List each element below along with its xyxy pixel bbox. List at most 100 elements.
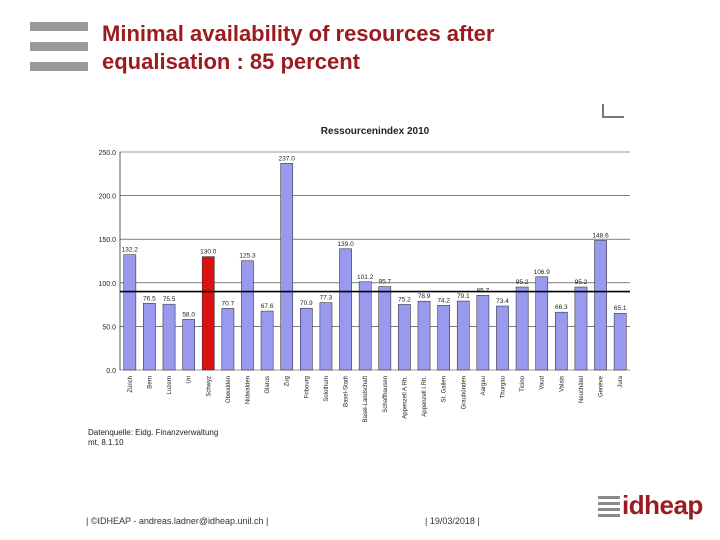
data-label: 77.3	[320, 295, 333, 302]
x-tick-label: Luzern	[167, 376, 173, 394]
x-tick-label: Basel-Landschaft	[363, 376, 369, 423]
bar	[260, 310, 274, 371]
bar	[535, 276, 549, 371]
data-source: Datenquelle: Eidg. Finanzverwaltung mt, …	[88, 428, 218, 448]
x-tick-label: Uri	[187, 376, 193, 384]
x-tick-label: Valais	[559, 376, 565, 392]
x-tick-label: Appenzell I.Rh.	[422, 376, 428, 417]
x-tick-label: Bern	[147, 376, 153, 389]
bar	[319, 302, 333, 371]
y-tick-label: 0.0	[106, 368, 116, 375]
logo-lines-icon	[598, 496, 620, 520]
x-tick-label: Schwyz	[206, 376, 212, 397]
bar	[515, 286, 529, 371]
y-tick-label: 50.0	[102, 324, 116, 331]
data-label: 79.1	[457, 293, 470, 300]
decorative-stripes	[30, 22, 88, 82]
x-tick-label: Solothurn	[324, 376, 330, 402]
y-tick-label: 100.0	[98, 281, 116, 288]
y-tick-label: 150.0	[98, 237, 116, 244]
stripe	[30, 42, 88, 51]
x-tick-label: Zug	[285, 376, 291, 386]
data-label: 75.2	[398, 296, 411, 303]
data-label: 125.3	[239, 253, 256, 260]
x-tick-label: Fribourg	[304, 376, 310, 398]
bar	[241, 260, 254, 371]
bar	[594, 240, 607, 371]
bar	[300, 307, 313, 371]
bar	[339, 248, 352, 371]
x-tick-label: Vaud	[540, 376, 546, 390]
source-line1: Datenquelle: Eidg. Finanzverwaltung	[88, 428, 219, 437]
x-tick-label: Graubünden	[461, 376, 467, 409]
logo-text: idheap	[622, 490, 703, 520]
x-tick-label: Zürich	[128, 376, 134, 393]
data-label: 95.2	[516, 279, 529, 286]
bar	[143, 303, 156, 371]
data-label: 101.2	[357, 274, 374, 281]
data-label: 106.9	[534, 269, 551, 276]
footer-credit: | ©IDHEAP - andreas.ladner@idheap.unil.c…	[86, 516, 269, 526]
data-label: 74.2	[437, 297, 450, 304]
bar	[378, 286, 392, 371]
data-label: 65.1	[614, 305, 627, 312]
data-label: 148.6	[592, 232, 609, 239]
slide-title-line2: equalisation : 85 percent	[102, 49, 360, 74]
bar	[123, 254, 137, 371]
bar	[496, 305, 509, 371]
bar	[574, 286, 588, 371]
bar-chart: Ressourcenindex 2010 250.0 200.0 150.0 100.0…	[98, 126, 630, 423]
corner-bracket-icon	[602, 104, 624, 118]
x-tick-label: Neuchâtel	[579, 376, 585, 403]
bar	[555, 311, 568, 371]
data-label: 66.3	[555, 304, 568, 311]
data-label: 132.2	[122, 247, 139, 254]
bar	[221, 308, 235, 371]
bar	[456, 300, 470, 371]
stripe	[30, 62, 88, 71]
x-tick-label: Glarus	[265, 376, 271, 394]
bar	[201, 256, 215, 371]
x-tick-label: St. Gallen	[442, 376, 448, 402]
x-tick-label: Aargau	[481, 376, 487, 395]
data-label: 78.9	[418, 293, 431, 300]
data-label: 70.7	[222, 300, 235, 307]
data-label: 95.7	[378, 279, 391, 286]
data-label: 76.5	[143, 295, 156, 302]
data-label: 70.9	[300, 300, 313, 307]
x-tick-label: Ticino	[520, 375, 526, 391]
data-label: 130.0	[200, 249, 217, 256]
x-tick-label: Basel-Stadt	[344, 376, 350, 407]
data-label: 75.5	[163, 296, 176, 303]
bar	[182, 319, 195, 371]
x-tick-label: Jura	[618, 375, 624, 387]
footer-date: | 19/03/2018 |	[425, 516, 480, 526]
source-line2: mt, 8.1.10	[88, 438, 124, 447]
x-tick-label: Thurgau	[501, 376, 507, 398]
bar	[476, 295, 490, 371]
y-tick-label: 200.0	[98, 194, 116, 201]
data-label: 95.2	[575, 279, 588, 286]
bar	[417, 300, 431, 371]
stripe	[30, 22, 88, 31]
x-tick-label: Schaffhausen	[383, 376, 389, 413]
y-tick-label: 250.0	[98, 150, 116, 157]
x-tick-label: Genève	[599, 375, 605, 397]
data-label: 139.0	[337, 241, 354, 248]
bar	[437, 305, 450, 371]
x-tick-label: Appenzell A.Rh.	[402, 376, 408, 419]
bar	[162, 303, 176, 371]
data-label: 73.4	[496, 298, 509, 305]
x-tick-label: Nidwalden	[246, 376, 252, 404]
bar	[398, 304, 411, 371]
slide-title: Minimal availability of resources after …	[102, 20, 622, 76]
x-tick-label: Obwalden	[226, 376, 232, 403]
slide-title-line1: Minimal availability of resources after	[102, 21, 495, 46]
bar	[280, 163, 294, 371]
data-label: 58.0	[182, 311, 195, 318]
data-label: 237.0	[279, 155, 296, 162]
bar	[613, 312, 627, 371]
chart-title: Ressourcenindex 2010	[321, 126, 430, 137]
data-label: 67.6	[261, 303, 274, 310]
bar	[358, 281, 372, 371]
